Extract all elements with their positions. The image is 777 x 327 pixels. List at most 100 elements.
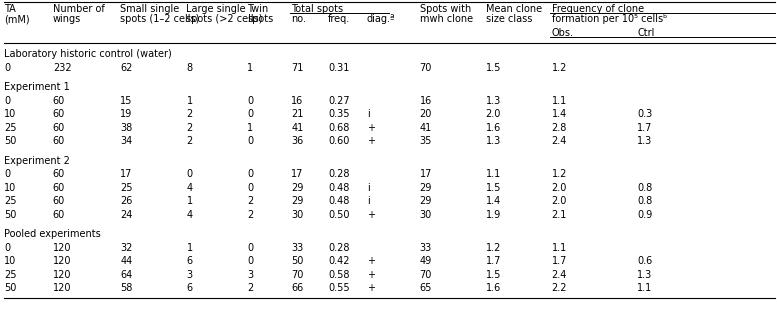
Text: 50: 50: [4, 136, 16, 146]
Text: Experiment 1: Experiment 1: [4, 82, 70, 92]
Text: 1.3: 1.3: [486, 95, 501, 106]
Text: 2: 2: [186, 123, 193, 133]
Text: 0.55: 0.55: [328, 283, 350, 293]
Text: wings: wings: [53, 14, 81, 24]
Text: 2: 2: [247, 210, 253, 220]
Text: mwh clone: mwh clone: [420, 14, 472, 24]
Text: 29: 29: [420, 196, 432, 206]
Text: 29: 29: [420, 183, 432, 193]
Text: 1.2: 1.2: [486, 243, 501, 253]
Text: 16: 16: [291, 95, 304, 106]
Text: 6: 6: [186, 283, 193, 293]
Text: Ctrl: Ctrl: [637, 28, 654, 38]
Text: 0.60: 0.60: [328, 136, 350, 146]
Text: freq.: freq.: [328, 14, 350, 24]
Text: Laboratory historic control (water): Laboratory historic control (water): [4, 49, 172, 59]
Text: 1.1: 1.1: [552, 243, 567, 253]
Text: 1.4: 1.4: [486, 196, 501, 206]
Text: 2: 2: [186, 136, 193, 146]
Text: 2: 2: [186, 109, 193, 119]
Text: 1.2: 1.2: [552, 169, 567, 179]
Text: 50: 50: [4, 283, 16, 293]
Text: 0: 0: [247, 183, 253, 193]
Text: 10: 10: [4, 256, 16, 266]
Text: 1.9: 1.9: [486, 210, 501, 220]
Text: size class: size class: [486, 14, 532, 24]
Text: 25: 25: [4, 123, 16, 133]
Text: i: i: [367, 109, 370, 119]
Text: 4: 4: [186, 183, 193, 193]
Text: 10: 10: [4, 183, 16, 193]
Text: 60: 60: [53, 210, 65, 220]
Text: 30: 30: [291, 210, 304, 220]
Text: 0.8: 0.8: [637, 196, 653, 206]
Text: 0: 0: [247, 95, 253, 106]
Text: 49: 49: [420, 256, 432, 266]
Text: 8: 8: [186, 62, 193, 73]
Text: 21: 21: [291, 109, 304, 119]
Text: 19: 19: [120, 109, 133, 119]
Text: 0.58: 0.58: [328, 270, 350, 280]
Text: 25: 25: [4, 270, 16, 280]
Text: 29: 29: [291, 196, 304, 206]
Text: 0.35: 0.35: [328, 109, 350, 119]
Text: 1.2: 1.2: [552, 62, 567, 73]
Text: +: +: [367, 210, 375, 220]
Text: 33: 33: [291, 243, 304, 253]
Text: 70: 70: [420, 62, 432, 73]
Text: 64: 64: [120, 270, 133, 280]
Text: 1.3: 1.3: [637, 270, 653, 280]
Text: 17: 17: [420, 169, 432, 179]
Text: 0: 0: [247, 243, 253, 253]
Text: 65: 65: [420, 283, 432, 293]
Text: 1: 1: [186, 196, 193, 206]
Text: 1.5: 1.5: [486, 270, 501, 280]
Text: 25: 25: [4, 196, 16, 206]
Text: 62: 62: [120, 62, 133, 73]
Text: 2.0: 2.0: [552, 196, 567, 206]
Text: i: i: [367, 196, 370, 206]
Text: 60: 60: [53, 183, 65, 193]
Text: 36: 36: [291, 136, 304, 146]
Text: 1.3: 1.3: [637, 136, 653, 146]
Text: +: +: [367, 283, 375, 293]
Text: 0: 0: [4, 169, 10, 179]
Text: Twin: Twin: [247, 4, 268, 14]
Text: 16: 16: [420, 95, 432, 106]
Text: +: +: [367, 256, 375, 266]
Text: 17: 17: [120, 169, 133, 179]
Text: 0.9: 0.9: [637, 210, 653, 220]
Text: 29: 29: [291, 183, 304, 193]
Text: 0: 0: [4, 243, 10, 253]
Text: 232: 232: [53, 62, 71, 73]
Text: 1.4: 1.4: [552, 109, 567, 119]
Text: 15: 15: [120, 95, 133, 106]
Text: 70: 70: [420, 270, 432, 280]
Text: Frequency of clone: Frequency of clone: [552, 4, 644, 14]
Text: 50: 50: [4, 210, 16, 220]
Text: 58: 58: [120, 283, 133, 293]
Text: 66: 66: [291, 283, 304, 293]
Text: 60: 60: [53, 136, 65, 146]
Text: 2.4: 2.4: [552, 136, 567, 146]
Text: 1.7: 1.7: [552, 256, 567, 266]
Text: Obs.: Obs.: [552, 28, 573, 38]
Text: 0: 0: [186, 169, 193, 179]
Text: 0.8: 0.8: [637, 183, 653, 193]
Text: 60: 60: [53, 196, 65, 206]
Text: 2.8: 2.8: [552, 123, 567, 133]
Text: 38: 38: [120, 123, 133, 133]
Text: Small single: Small single: [120, 4, 179, 14]
Text: 60: 60: [53, 95, 65, 106]
Text: 2.4: 2.4: [552, 270, 567, 280]
Text: 0.6: 0.6: [637, 256, 653, 266]
Text: 35: 35: [420, 136, 432, 146]
Text: 1.6: 1.6: [486, 283, 501, 293]
Text: 24: 24: [120, 210, 133, 220]
Text: 0.28: 0.28: [328, 169, 350, 179]
Text: (mM): (mM): [4, 14, 30, 24]
Text: 1: 1: [247, 62, 253, 73]
Text: 1: 1: [186, 95, 193, 106]
Text: 1.6: 1.6: [486, 123, 501, 133]
Text: 1: 1: [186, 243, 193, 253]
